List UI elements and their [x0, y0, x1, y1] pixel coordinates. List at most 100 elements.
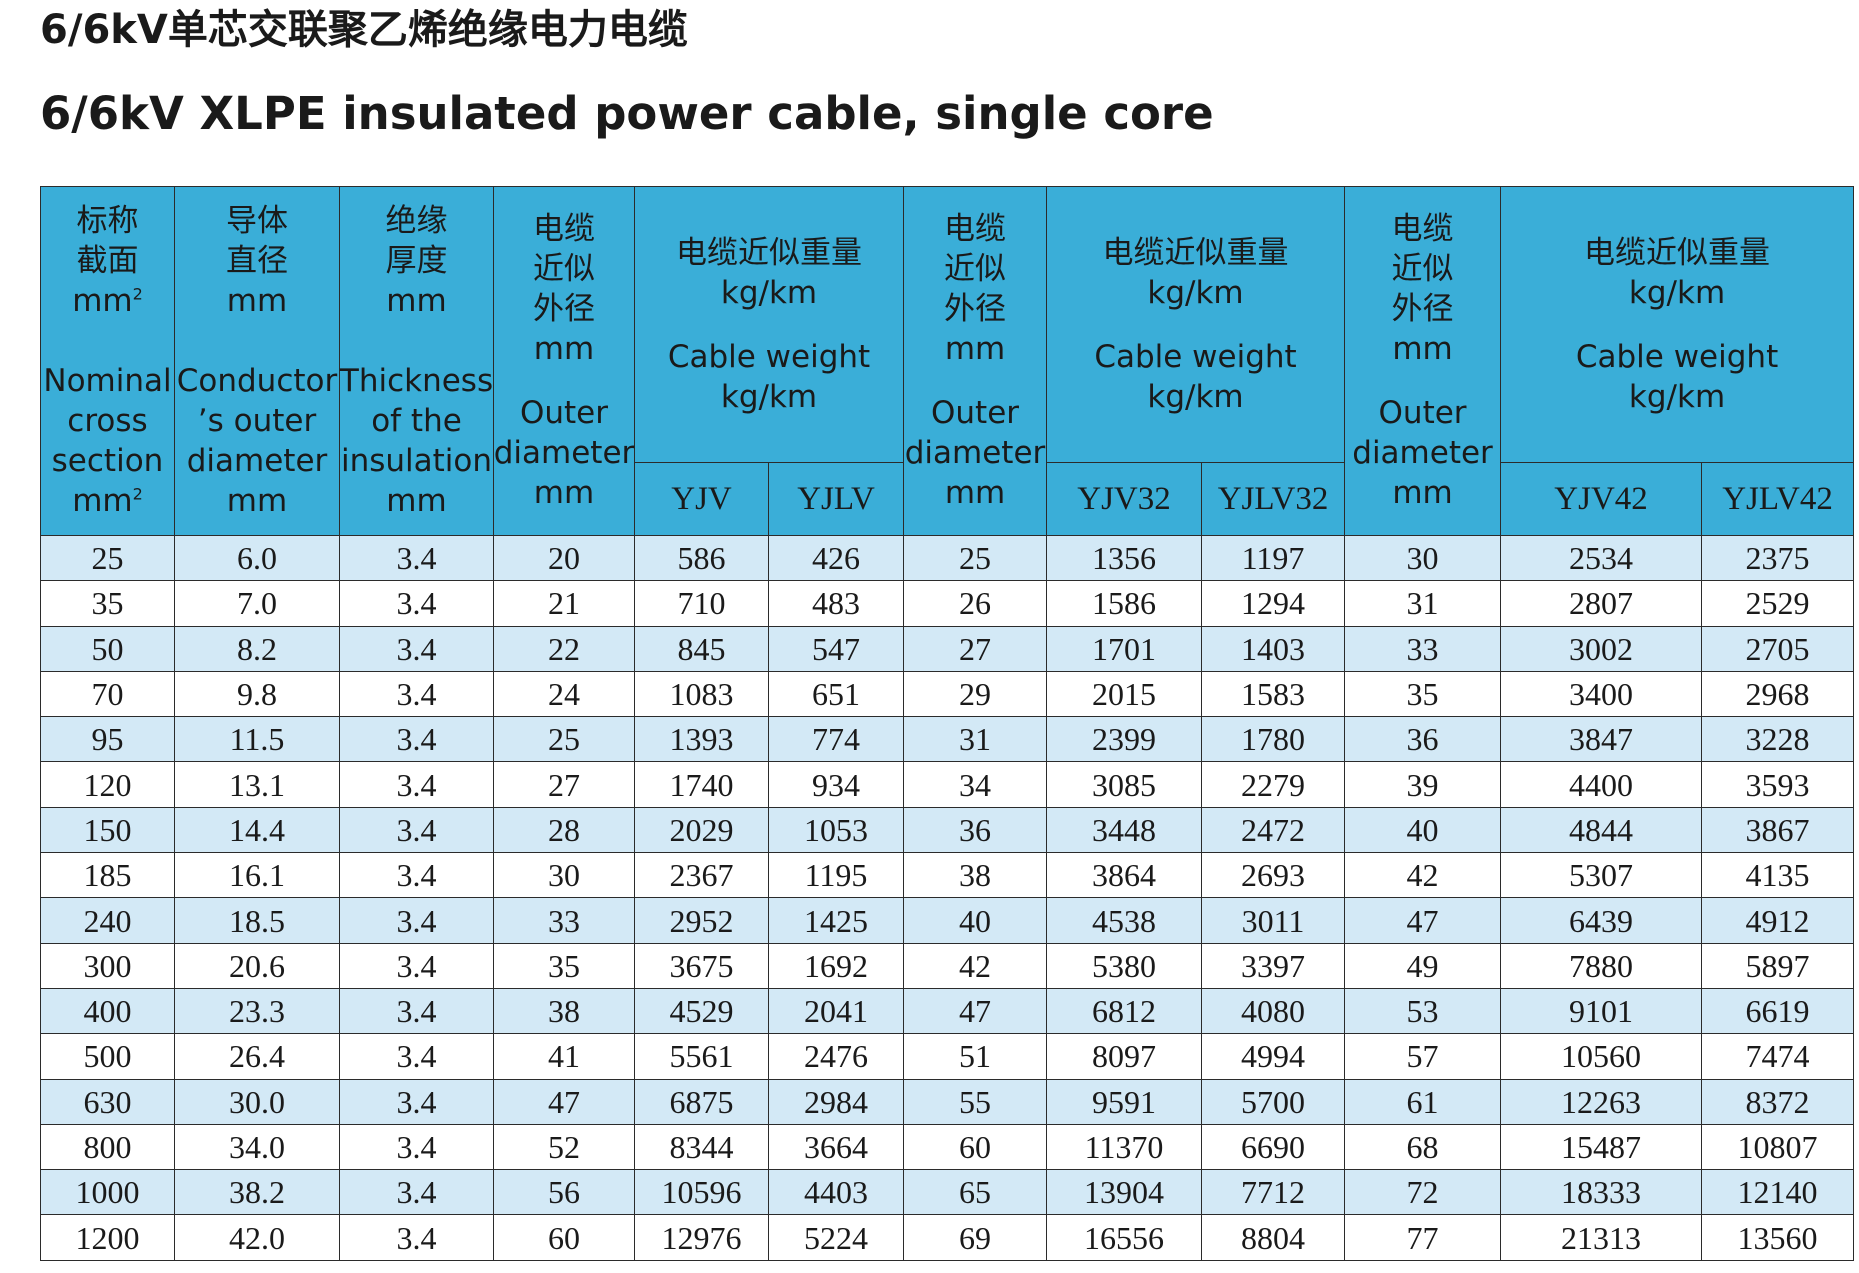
- header-weight-group-3: 电缆近似重量 kg/km Cable weight kg/km: [1500, 186, 1855, 463]
- table-cell: 4529: [634, 987, 769, 1035]
- table-cell: 50: [40, 625, 175, 672]
- table-cell: 4844: [1500, 806, 1703, 854]
- header-outer-diameter-2: 电缆 近似 外径 mm Outer diameter mm: [903, 186, 1048, 536]
- table-cell: 69: [903, 1214, 1048, 1261]
- table-cell: 3.4: [339, 942, 494, 989]
- header-weight-en-unit: kg/km: [720, 378, 818, 415]
- header-conductor-en: Conductor ’s outer diameter: [176, 363, 338, 479]
- header-outer-en-unit: mm: [944, 475, 1006, 511]
- header-weight-cn-unit: kg/km: [1628, 274, 1726, 311]
- header-outer-en: Outer diameter: [1352, 395, 1493, 471]
- table-cell: 5700: [1201, 1078, 1346, 1125]
- header-weight-en: Cable weight: [667, 338, 871, 375]
- table-cell: 42: [1344, 852, 1502, 899]
- header-outer-cn-unit: mm: [1392, 331, 1453, 367]
- header-weight-cn: 电缆近似重量: [1584, 234, 1771, 271]
- table-cell: 5561: [634, 1033, 769, 1080]
- table-cell: 26: [903, 580, 1048, 627]
- header-insulation-cn: 绝缘 厚度: [385, 203, 448, 279]
- table-cell: 34.0: [174, 1123, 340, 1171]
- table-cell: 2529: [1701, 580, 1855, 627]
- table-cell: 21313: [1500, 1214, 1703, 1261]
- table-cell: 3400: [1500, 670, 1703, 718]
- table-cell: 27: [903, 625, 1048, 672]
- table-cell: 4135: [1701, 852, 1855, 899]
- table-cell: 13.1: [174, 761, 340, 808]
- header-nominal-cn: 标称 截面: [76, 203, 139, 279]
- table-cell: 8804: [1201, 1214, 1346, 1261]
- table-cell: 5224: [767, 1214, 905, 1261]
- table-row: 70 9.8 3.4 24 1083 651 29 2015 1583 35 3400 2968: [40, 670, 1855, 718]
- table-row: 1000 38.2 3.4 56 10596 4403 65 13904 7712 72 18333…: [40, 1169, 1855, 1216]
- table-cell: 20.6: [174, 942, 340, 989]
- header-weight-group-2: 电缆近似重量 kg/km Cable weight kg/km: [1046, 186, 1346, 463]
- table-cell: 1692: [767, 942, 905, 989]
- table-cell: 41: [493, 1033, 635, 1080]
- header-insulation-en-unit: mm: [386, 483, 447, 519]
- table-cell: 2476: [767, 1033, 905, 1080]
- table-cell: 3085: [1046, 761, 1203, 808]
- table-cell: 47: [903, 987, 1048, 1035]
- header-insulation-cn-unit: mm: [386, 283, 447, 319]
- table-cell: 2399: [1046, 716, 1203, 763]
- table-cell: 20: [493, 534, 635, 582]
- table-cell: 52: [493, 1123, 635, 1171]
- table-row: 400 23.3 3.4 38 4529 2041 47 6812 4080 53 9101 6619: [40, 987, 1855, 1035]
- table-cell: 2367: [634, 852, 769, 899]
- table-cell: 2968: [1701, 670, 1855, 718]
- table-cell: 1000: [40, 1169, 175, 1216]
- table-cell: 2984: [767, 1078, 905, 1125]
- table-cell: 30: [493, 852, 635, 899]
- table-cell: 4403: [767, 1169, 905, 1216]
- table-cell: 934: [767, 761, 905, 808]
- table-cell: 36: [1344, 716, 1502, 763]
- header-conductor-diameter: 导体 直径 mm Conductor ’s outer diameter mm: [174, 186, 340, 536]
- table-cell: 11.5: [174, 716, 340, 763]
- header-weight-cn: 电缆近似重量: [676, 234, 862, 271]
- table-row: 95 11.5 3.4 25 1393 774 31 2399 1780 36 3847 3228: [40, 716, 1855, 763]
- table-cell: 2029: [634, 806, 769, 854]
- table-row: 800 34.0 3.4 52 8344 3664 60 11370 6690 68 15487 10…: [40, 1123, 1855, 1171]
- table-cell: 9.8: [174, 670, 340, 718]
- table-cell: 3397: [1201, 942, 1346, 989]
- table-cell: 7.0: [174, 580, 340, 627]
- table-cell: 1053: [767, 806, 905, 854]
- table-row: 50 8.2 3.4 22 845 547 27 1701 1403 33 3002 2705: [40, 625, 1855, 672]
- header-yjlv42: YJLV42: [1701, 462, 1855, 536]
- table-cell: 3664: [767, 1123, 905, 1171]
- table-cell: 8.2: [174, 625, 340, 672]
- header-weight-cn-unit: kg/km: [720, 274, 818, 311]
- table-cell: 68: [1344, 1123, 1502, 1171]
- table-cell: 30.0: [174, 1078, 340, 1125]
- table-row: 500 26.4 3.4 41 5561 2476 51 8097 4994 57 10560 747…: [40, 1033, 1855, 1080]
- table-cell: 3.4: [339, 670, 494, 718]
- table-cell: 1200: [40, 1214, 175, 1261]
- table-cell: 12140: [1701, 1169, 1855, 1216]
- table-cell: 49: [1344, 942, 1502, 989]
- table-cell: 710: [634, 580, 769, 627]
- table-cell: 28: [493, 806, 635, 854]
- table-cell: 4538: [1046, 897, 1203, 944]
- table-cell: 15487: [1500, 1123, 1703, 1171]
- table-cell: 2375: [1701, 534, 1855, 582]
- table-cell: 8344: [634, 1123, 769, 1171]
- table-cell: 34: [903, 761, 1048, 808]
- table-cell: 1083: [634, 670, 769, 718]
- table-cell: 2534: [1500, 534, 1703, 582]
- table-cell: 42.0: [174, 1214, 340, 1261]
- table-cell: 51: [903, 1033, 1048, 1080]
- header-weight-en: Cable weight: [1094, 338, 1297, 375]
- table-row: 185 16.1 3.4 30 2367 1195 38 3864 2693 42 5307 4135: [40, 852, 1855, 899]
- table-cell: 65: [903, 1169, 1048, 1216]
- header-weight-cn: 电缆近似重量: [1102, 234, 1289, 271]
- header-conductor-en-unit: mm: [226, 483, 288, 519]
- table-cell: 4994: [1201, 1033, 1346, 1080]
- page-title-chinese: 6/6kV单芯交联聚乙烯绝缘电力电缆: [40, 7, 688, 53]
- table-cell: 3.4: [339, 1033, 494, 1080]
- table-cell: 35: [40, 580, 175, 627]
- table-cell: 9591: [1046, 1078, 1203, 1125]
- table-cell: 1195: [767, 852, 905, 899]
- header-outer-cn: 电缆 近似 外径: [1391, 211, 1454, 327]
- table-cell: 77: [1344, 1214, 1502, 1261]
- table-cell: 1393: [634, 716, 769, 763]
